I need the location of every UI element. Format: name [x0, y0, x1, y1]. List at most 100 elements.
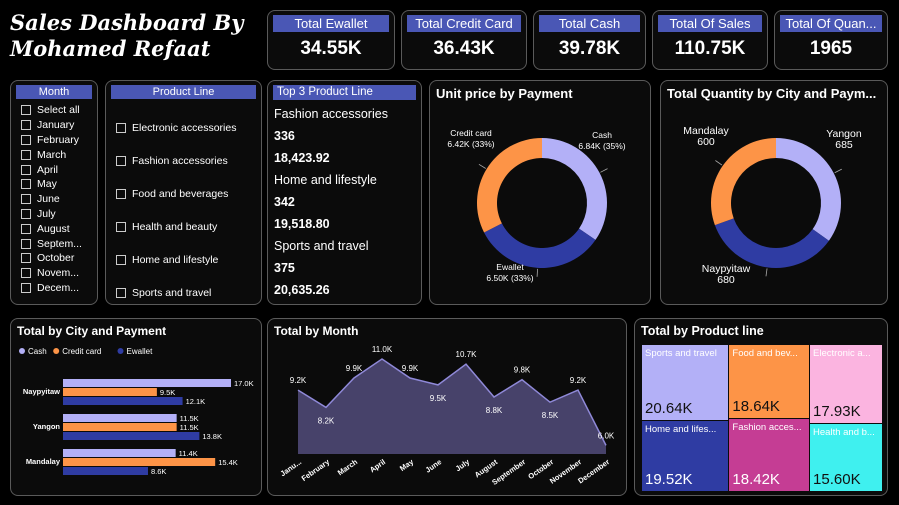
title-line-1: Sales Dashboard By [10, 10, 244, 35]
donut-slice-cash[interactable] [542, 138, 607, 240]
treemap-cell-food-and-bev[interactable]: Food and bev... 18.64K [729, 345, 810, 418]
month-option-april[interactable]: April [21, 162, 82, 177]
month-option-label: Septem... [37, 237, 82, 250]
top3-value: 336 [274, 129, 295, 143]
month-option-february[interactable]: February [21, 133, 82, 148]
month-option-septem[interactable]: Septem... [21, 236, 82, 251]
month-slicer: Month Select all January February March Apri… [10, 80, 98, 305]
checkbox-icon[interactable] [116, 221, 126, 232]
bar-value-label: 11.5K [180, 423, 199, 432]
data-point-label: 11.0K [372, 345, 393, 354]
month-option-march[interactable]: March [21, 147, 82, 162]
bar-mandalay-cash[interactable] [63, 449, 176, 457]
bar-mandalay-ewallet[interactable] [63, 467, 148, 475]
product-option-health-and-beauty[interactable]: Health and beauty [116, 210, 236, 243]
bar-value-label: 8.6K [151, 467, 166, 476]
donut-slice-credit-card[interactable] [477, 138, 542, 233]
month-option-label: May [37, 178, 57, 191]
product-option-fashion-accessories[interactable]: Fashion accessories [116, 144, 236, 177]
checkbox-icon[interactable] [21, 105, 31, 116]
month-option-decem[interactable]: Decem... [21, 281, 82, 296]
checkbox-icon[interactable] [116, 122, 126, 133]
data-point-label: 10.7K [456, 350, 478, 359]
treemap-cell-home-and-lifes[interactable]: Home and lifes... 19.52K [642, 420, 729, 491]
product-option-home-and-lifestyle[interactable]: Home and lifestyle [116, 243, 236, 276]
month-option-may[interactable]: May [21, 177, 82, 192]
slice-name-label: Mandalay [683, 125, 729, 137]
bar-value-label: 11.4K [179, 449, 198, 458]
bar-naypyitaw-cash[interactable] [63, 379, 231, 387]
checkbox-icon[interactable] [21, 238, 31, 249]
checkbox-icon[interactable] [116, 254, 126, 265]
bar-yangon-cash[interactable] [63, 414, 177, 422]
checkbox-icon[interactable] [21, 149, 31, 160]
top3-product-name: Home and lifestyle [274, 173, 377, 187]
month-option-october[interactable]: October [21, 251, 82, 266]
checkbox-icon[interactable] [21, 208, 31, 219]
legend-ewallet[interactable]: Ewallet [117, 347, 154, 356]
donut-slice-yangon[interactable] [776, 138, 841, 241]
data-point-label: 8.5K [542, 411, 559, 420]
checkbox-icon[interactable] [116, 155, 126, 166]
category-label: Yangon [33, 422, 61, 431]
bar-naypyitaw-credit-card[interactable] [63, 388, 157, 396]
area-fill [298, 359, 606, 454]
checkbox-icon[interactable] [21, 134, 31, 145]
checkbox-icon[interactable] [21, 164, 31, 175]
product-option-food-and-beverages[interactable]: Food and beverages [116, 177, 236, 210]
checkbox-icon[interactable] [21, 253, 31, 264]
month-option-label: Select all [37, 104, 80, 117]
checkbox-icon[interactable] [21, 194, 31, 205]
unit-price-by-payment-card: Unit price by Payment Cash 6.84K (35%) Ewa… [429, 80, 651, 305]
slice-name-label: Ewallet [496, 262, 524, 272]
month-option-label: Decem... [37, 281, 80, 294]
treemap-cell-fashion-acces[interactable]: Fashion acces... 18.42K [729, 418, 810, 491]
checkbox-icon[interactable] [21, 282, 31, 293]
kpi-total-cash: Total Cash 39.78K [533, 10, 646, 70]
bar-yangon-credit-card[interactable] [63, 423, 177, 431]
product-option-label: Sports and travel [132, 286, 212, 299]
month-option-august[interactable]: August [21, 221, 82, 236]
treemap-cell-health-and-b[interactable]: Health and b... 15.60K [810, 423, 882, 491]
treemap-cell-electronic-a[interactable]: Electronic a... 17.93K [810, 345, 882, 423]
checkbox-icon[interactable] [116, 188, 126, 199]
treemap-cell-value: 18.42K [732, 470, 780, 488]
slice-value-label: 600 [697, 136, 715, 148]
total-by-city-payment-card: Total by City and Payment Cash Credit car… [10, 318, 262, 496]
slice-name-label: Naypyitaw [702, 263, 751, 275]
bar-yangon-ewallet[interactable] [63, 432, 200, 440]
checkbox-icon[interactable] [21, 223, 31, 234]
donut-slice-mandalay[interactable] [711, 138, 776, 226]
top3-value: 342 [274, 195, 295, 209]
legend-marker [19, 348, 25, 354]
kpi-label: Total Cash [539, 15, 640, 32]
product-option-electronic-accessories[interactable]: Electronic accessories [116, 111, 236, 144]
chart-title: Total by Month [274, 324, 359, 338]
treemap-cell-name: Sports and travel [645, 348, 717, 359]
bar-mandalay-credit-card[interactable] [63, 458, 216, 466]
checkbox-icon[interactable] [21, 120, 31, 131]
month-option-label: Novem... [37, 267, 80, 280]
donut-slice-naypyitaw[interactable] [714, 218, 829, 268]
treemap-cell-sports-and-travel[interactable]: Sports and travel 20.64K [642, 345, 729, 420]
donut-slice-ewallet[interactable] [484, 223, 596, 268]
kpi-total-of-sales: Total Of Sales 110.75K [652, 10, 768, 70]
month-option-july[interactable]: July [21, 207, 82, 222]
leader-line [765, 268, 768, 277]
checkbox-icon[interactable] [21, 179, 31, 190]
legend-credit-card[interactable]: Credit card [53, 347, 101, 356]
checkbox-icon[interactable] [21, 268, 31, 279]
bar-naypyitaw-ewallet[interactable] [63, 397, 183, 405]
kpi-label: Total Of Quan... [780, 15, 882, 32]
month-option-june[interactable]: June [21, 192, 82, 207]
month-option-january[interactable]: January [21, 118, 82, 133]
month-option-novem[interactable]: Novem... [21, 266, 82, 281]
month-option-select-all[interactable]: Select all [21, 103, 82, 118]
legend-marker [53, 348, 60, 354]
legend-label: Cash [28, 347, 47, 356]
checkbox-icon[interactable] [116, 287, 126, 298]
legend-cash[interactable]: Cash [19, 347, 47, 356]
product-option-sports-and-travel[interactable]: Sports and travel [116, 276, 236, 309]
area-line[interactable] [297, 358, 607, 446]
month-option-label: July [37, 207, 56, 220]
